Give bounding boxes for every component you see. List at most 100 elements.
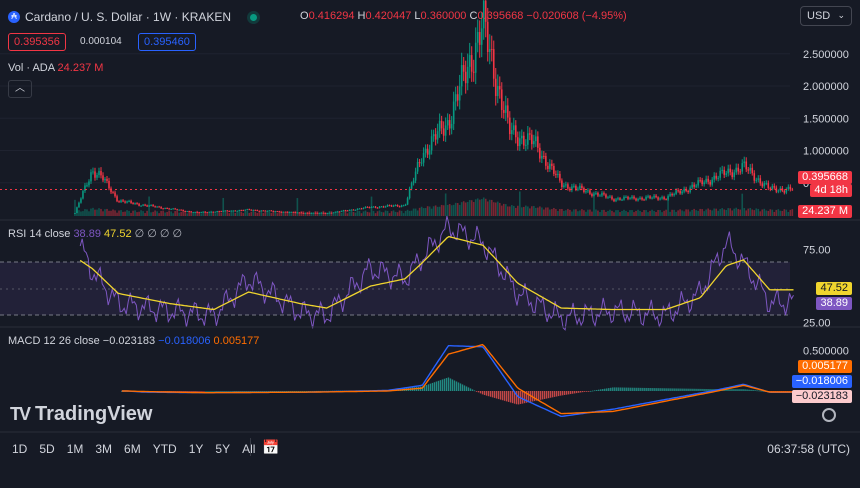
macd-legend[interactable]: MACD 12 26 close −0.023183 −0.018006 0.0… xyxy=(8,335,259,347)
volume-bar xyxy=(242,213,245,216)
clock[interactable]: 06:37:58 (UTC) xyxy=(767,442,850,456)
candle-body xyxy=(651,197,653,199)
settings-icon[interactable] xyxy=(822,408,836,422)
volume-bar xyxy=(286,211,289,216)
macd-histogram-bar xyxy=(736,389,738,391)
sell-button[interactable]: 0.395356 xyxy=(8,33,66,51)
macd-histogram-bar xyxy=(728,389,730,391)
candle-body xyxy=(314,212,317,214)
volume-bar xyxy=(306,211,309,216)
candle-body xyxy=(484,0,487,22)
candle-body xyxy=(276,211,279,213)
candle-body xyxy=(162,208,164,210)
macd-histogram-bar xyxy=(670,388,672,391)
rsi-legend[interactable]: RSI 14 close 38.89 47.52 ∅ ∅ ∅ ∅ xyxy=(8,227,182,240)
candle-body xyxy=(380,206,383,208)
macd-histogram-bar xyxy=(702,388,704,391)
price-axis-label: 2.500000 xyxy=(803,49,849,61)
range-1m-button[interactable]: 1M xyxy=(66,442,84,456)
volume-bar xyxy=(358,211,361,216)
volume-bar xyxy=(565,210,567,216)
candle-body xyxy=(86,185,88,187)
volume-bar xyxy=(220,212,223,216)
volume-bar xyxy=(771,209,774,216)
volume-bar xyxy=(519,191,521,216)
volume-bar xyxy=(222,197,225,216)
macd-histogram-bar xyxy=(565,391,568,395)
volume-bar xyxy=(753,210,756,216)
candle-body xyxy=(569,188,571,191)
candle-body xyxy=(222,210,225,212)
macd-histogram-bar xyxy=(543,391,546,399)
candle-body xyxy=(446,120,449,126)
volume-bar xyxy=(587,209,589,216)
macd-histogram-bar xyxy=(694,388,696,391)
volume-bar xyxy=(180,212,182,216)
candle-body xyxy=(641,197,643,200)
volume-bar xyxy=(310,212,313,216)
range-all-button[interactable]: All xyxy=(242,442,256,456)
macd-histogram-bar xyxy=(567,391,570,395)
candle-body xyxy=(500,89,503,111)
candle-body xyxy=(428,150,431,155)
volume-legend[interactable]: Vol · ADA 24.237 M xyxy=(8,62,103,74)
volume-bar xyxy=(527,206,529,216)
candle-body xyxy=(232,210,235,212)
macd-histogram-bar xyxy=(596,389,598,391)
volume-bar xyxy=(338,212,341,216)
candle-body xyxy=(172,208,174,210)
volume-bar xyxy=(681,210,683,216)
macd-histogram-bar xyxy=(525,391,528,403)
candle-body xyxy=(697,180,699,186)
go-to-date-icon[interactable]: 📅 xyxy=(262,439,280,455)
range-1d-button[interactable]: 1D xyxy=(12,442,28,456)
candle-body xyxy=(408,188,411,199)
collapse-legend-button[interactable]: ︿ xyxy=(8,80,32,98)
macd-histogram-bar xyxy=(662,388,664,391)
volume-bar xyxy=(276,213,279,216)
range-6m-button[interactable]: 6M xyxy=(124,442,141,456)
macd-histogram-bar xyxy=(489,391,492,397)
candle-body xyxy=(605,194,607,198)
macd-histogram-bar xyxy=(257,391,259,392)
macd-histogram-bar xyxy=(559,391,562,396)
macd-histogram-bar xyxy=(175,391,177,392)
high-value: 0.420447 xyxy=(365,10,412,22)
candle-body xyxy=(438,120,441,132)
range-5d-button[interactable]: 5D xyxy=(39,442,55,456)
macd-histogram-bar xyxy=(606,388,608,391)
macd-histogram-bar xyxy=(457,382,460,391)
candle-body xyxy=(96,174,98,178)
range-1y-button[interactable]: 1Y xyxy=(188,442,204,456)
currency-select[interactable]: USD ⌄ xyxy=(800,6,852,26)
macd-histogram-bar xyxy=(561,391,564,396)
volume-bar xyxy=(635,210,637,216)
volume-bar xyxy=(669,211,671,216)
range-5y-button[interactable]: 5Y xyxy=(215,442,231,456)
candle-body xyxy=(541,155,543,159)
candle-body xyxy=(212,211,215,213)
macd-histogram-bar xyxy=(527,391,530,403)
volume-bar xyxy=(114,210,116,216)
macd-histogram-bar xyxy=(487,391,490,397)
chart-title[interactable]: ₳ Cardano / U. S. Dollar · 1W · KRAKEN xyxy=(8,10,258,24)
candle-body xyxy=(104,178,106,181)
volume-bar xyxy=(426,206,429,216)
tradingview-logo[interactable]: TV TradingView xyxy=(10,403,152,426)
candle-body xyxy=(621,199,623,201)
macd-histogram-bar xyxy=(762,390,764,392)
volume-bar xyxy=(553,207,555,216)
volume-bar xyxy=(166,211,168,216)
macd-histogram-bar xyxy=(285,391,287,392)
candle-body xyxy=(146,205,148,207)
range-ytd-button[interactable]: YTD xyxy=(152,442,177,456)
candle-body xyxy=(559,173,561,181)
rsi-ma-tag: 47.52 xyxy=(816,282,852,295)
buy-button[interactable]: 0.395460 xyxy=(138,33,196,51)
candle-body xyxy=(78,202,80,208)
macd-histogram-bar xyxy=(535,391,538,401)
range-3m-button[interactable]: 3M xyxy=(95,442,113,456)
volume-bar xyxy=(605,211,607,216)
rsi-value: 38.89 xyxy=(73,228,101,240)
